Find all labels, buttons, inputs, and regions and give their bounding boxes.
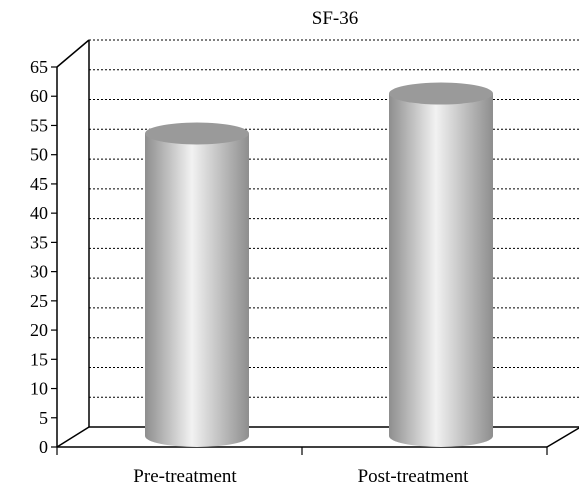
y-tick-label: 10: [30, 379, 48, 399]
y-tick-label: 20: [30, 320, 48, 340]
bar-body: [389, 93, 493, 447]
y-tick-label: 40: [30, 203, 48, 223]
label-layer: 0 5 10 15 20 25 30 35 40 45 50 55 60 65 Pre-treatment P…: [30, 57, 469, 487]
floor-left-depth: [56, 426, 90, 448]
bar-body: [145, 133, 249, 447]
bar-layer: [145, 82, 493, 447]
chart-title: SF-36: [312, 8, 358, 29]
axis-layer: [51, 39, 579, 455]
axis-top-depth: [56, 39, 90, 68]
y-tick-label: 55: [30, 115, 48, 135]
floor-right-depth: [546, 427, 579, 448]
y-tick-label: 35: [30, 232, 48, 252]
y-tick-label: 65: [30, 57, 48, 77]
y-tick-label: 5: [39, 408, 48, 428]
y-tick-label: 15: [30, 349, 48, 369]
x-tick-label: Pre-treatment: [133, 466, 237, 487]
bar-top: [145, 122, 249, 145]
y-tick-label: 25: [30, 291, 48, 311]
x-tick-label: Post-treatment: [358, 466, 470, 487]
bar-pre-treatment: [145, 122, 249, 447]
bar-post-treatment: [389, 82, 493, 447]
y-tick-label: 0: [39, 437, 48, 457]
y-tick-label: 30: [30, 262, 48, 282]
bar-top: [389, 82, 493, 105]
y-tick-label: 60: [30, 86, 48, 106]
y-tick-label: 45: [30, 174, 48, 194]
y-tick-label: 50: [30, 145, 48, 165]
